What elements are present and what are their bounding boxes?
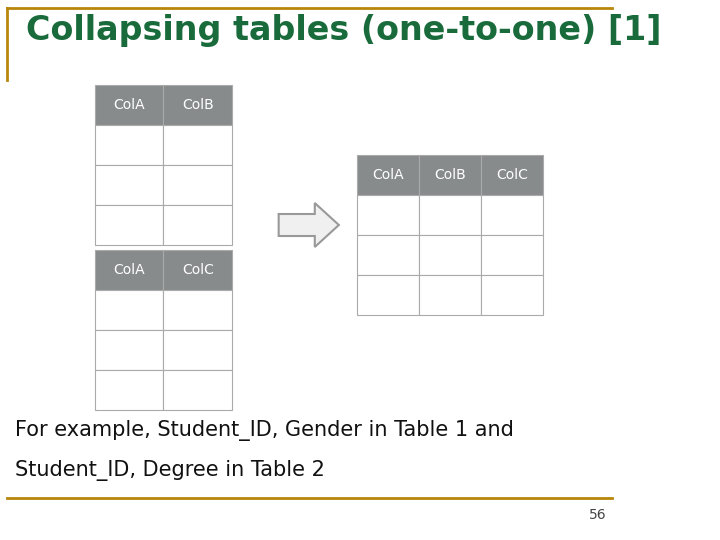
Text: ColA: ColA bbox=[113, 263, 145, 277]
Bar bbox=[481, 155, 543, 195]
Text: ColB: ColB bbox=[182, 98, 214, 112]
Bar bbox=[94, 125, 163, 165]
Bar bbox=[357, 195, 419, 235]
Bar bbox=[357, 155, 419, 195]
Bar bbox=[419, 235, 481, 275]
Bar bbox=[94, 250, 163, 290]
Bar bbox=[163, 125, 233, 165]
Bar bbox=[419, 155, 481, 195]
Text: Student_ID, Degree in Table 2: Student_ID, Degree in Table 2 bbox=[16, 460, 325, 481]
Bar bbox=[163, 330, 233, 370]
Text: 56: 56 bbox=[589, 508, 606, 522]
Bar bbox=[163, 165, 233, 205]
Text: ColC: ColC bbox=[496, 168, 528, 182]
Text: ColA: ColA bbox=[372, 168, 404, 182]
Bar bbox=[481, 195, 543, 235]
Text: ColB: ColB bbox=[434, 168, 466, 182]
Bar bbox=[163, 370, 233, 410]
Bar bbox=[94, 370, 163, 410]
Bar bbox=[481, 275, 543, 315]
Text: Collapsing tables (one-to-one) [1]: Collapsing tables (one-to-one) [1] bbox=[26, 14, 661, 46]
Bar bbox=[94, 290, 163, 330]
Bar bbox=[163, 205, 233, 245]
Bar bbox=[94, 205, 163, 245]
Polygon shape bbox=[279, 203, 339, 247]
Bar bbox=[163, 290, 233, 330]
Text: For example, Student_ID, Gender in Table 1 and: For example, Student_ID, Gender in Table… bbox=[16, 420, 514, 441]
Bar bbox=[94, 165, 163, 205]
Bar bbox=[419, 195, 481, 235]
Bar bbox=[481, 235, 543, 275]
Bar bbox=[163, 85, 233, 125]
Bar bbox=[419, 275, 481, 315]
Bar bbox=[357, 235, 419, 275]
Bar bbox=[357, 275, 419, 315]
Text: ColC: ColC bbox=[182, 263, 214, 277]
Text: ColA: ColA bbox=[113, 98, 145, 112]
Bar bbox=[163, 250, 233, 290]
Bar bbox=[94, 85, 163, 125]
Bar bbox=[94, 330, 163, 370]
